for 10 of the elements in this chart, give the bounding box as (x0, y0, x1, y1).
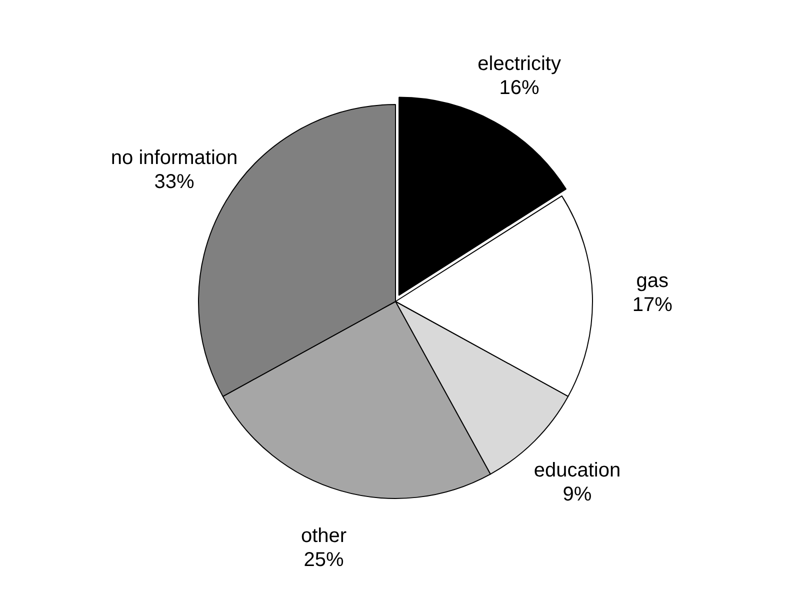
data-label: 16% (499, 76, 540, 99)
slice-label: education (534, 460, 621, 482)
data-label: 25% (304, 548, 344, 571)
data-label: 33% (154, 171, 195, 194)
slice-label: no information (110, 147, 238, 170)
slice-label: electricity (478, 52, 561, 75)
data-label: 17% (632, 294, 673, 316)
slice-label: gas (636, 270, 668, 292)
slice-label: other (301, 524, 347, 547)
data-label: 9% (562, 484, 592, 506)
